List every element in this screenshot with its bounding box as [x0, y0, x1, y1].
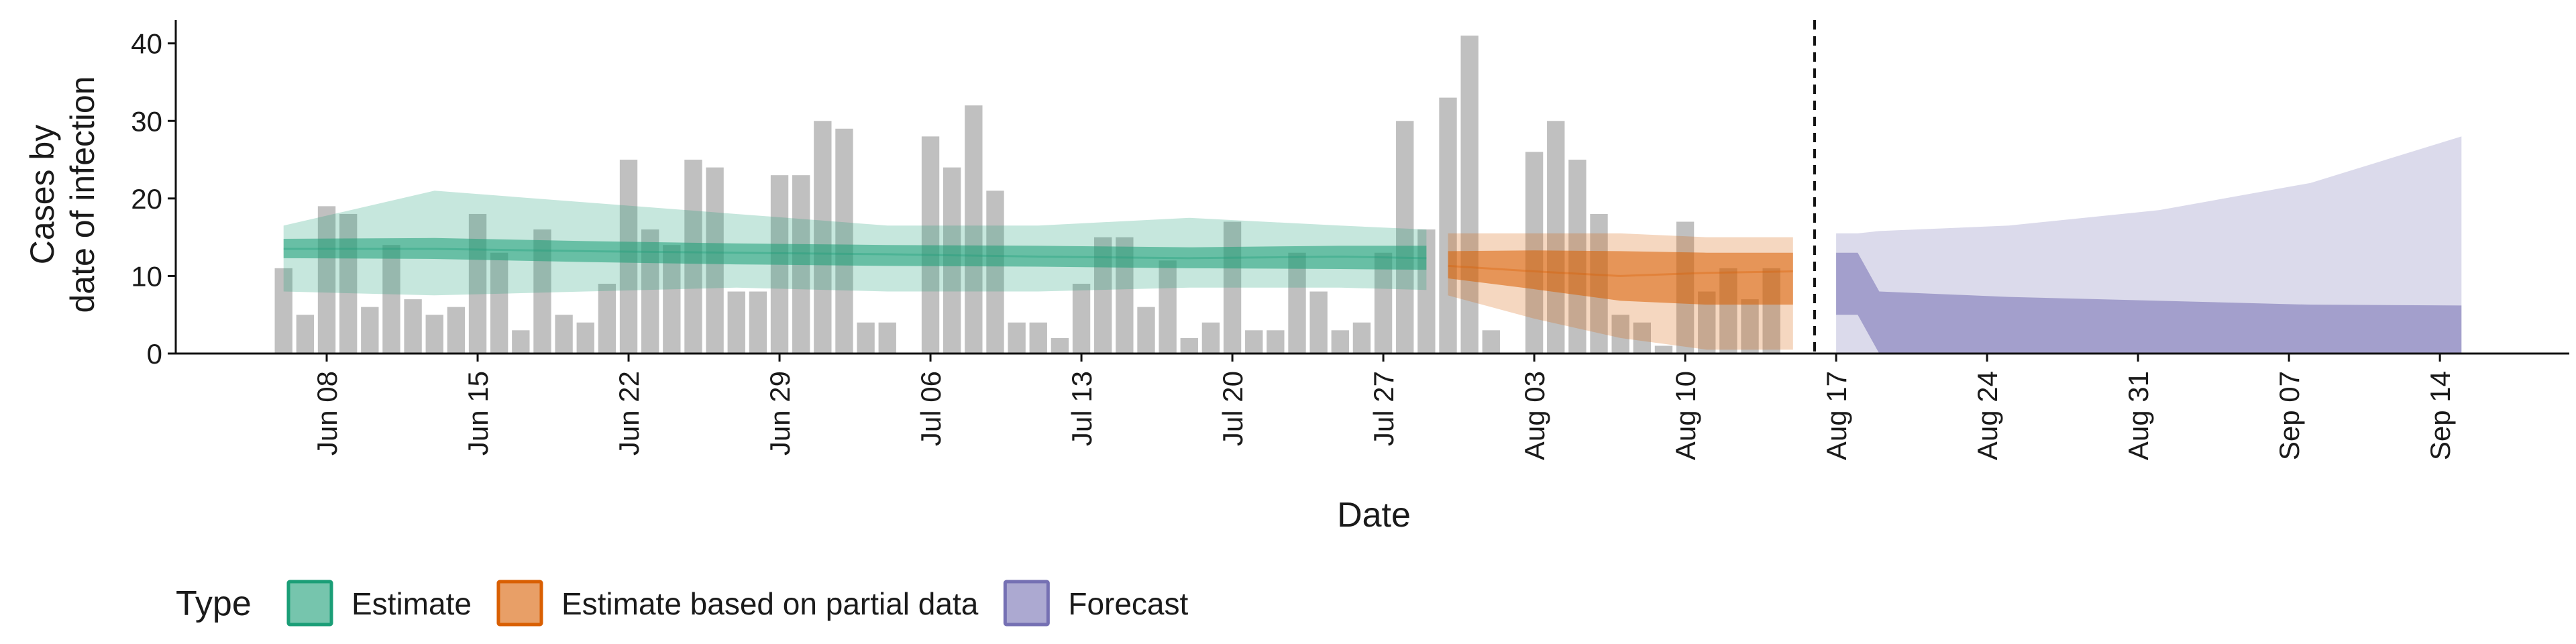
- median-line-partial: [1448, 264, 1793, 277]
- case-bar: [1051, 337, 1069, 354]
- y-tick-label: 20: [131, 183, 162, 215]
- x-tick-label: Jun 29: [764, 371, 796, 455]
- case-bar: [1159, 260, 1177, 354]
- case-bar: [1439, 97, 1457, 354]
- y-axis-label-line-1: Cases by: [23, 125, 61, 264]
- case-bar: [512, 330, 530, 354]
- case-bar: [814, 121, 832, 354]
- legend-label-estimate: Estimate: [352, 586, 472, 621]
- case-bar: [1309, 291, 1328, 354]
- case-bar: [1029, 322, 1047, 354]
- x-tick-label: Sep 14: [2424, 371, 2456, 460]
- case-bar: [1374, 252, 1393, 354]
- x-tick-label: Jul 20: [1217, 371, 1248, 446]
- legend-key-estimate: [286, 580, 333, 627]
- case-bar: [1223, 221, 1242, 354]
- case-bar: [425, 315, 443, 354]
- case-bar: [1396, 121, 1414, 354]
- case-bar: [1288, 252, 1306, 354]
- inner-band-estimate: [283, 237, 1427, 270]
- x-tick-label: Aug 24: [1972, 371, 2003, 460]
- case-bar: [1654, 345, 1673, 354]
- case-bar: [749, 291, 767, 354]
- median-line-estimate: [283, 248, 1427, 260]
- case-bar: [1331, 330, 1349, 354]
- case-bar: [274, 268, 292, 354]
- case-bar: [1180, 337, 1198, 354]
- x-tick-label: Jul 06: [915, 371, 947, 446]
- case-bar: [1267, 330, 1285, 354]
- case-bar: [317, 206, 336, 354]
- case-bar: [1611, 315, 1629, 354]
- legend-label-partial: Estimate based on partial data: [561, 586, 979, 621]
- y-axis-label-line-2: date of infection: [64, 76, 101, 313]
- x-tick-label: Jun 08: [311, 371, 343, 455]
- x-tick-label: Aug 31: [2123, 371, 2154, 460]
- case-bar: [490, 252, 508, 354]
- legend: Type Estimate Estimate based on partial da…: [176, 580, 1189, 627]
- x-tick-label: Aug 17: [1821, 371, 1852, 460]
- x-tick-label: Jul 27: [1368, 371, 1399, 446]
- case-bar: [1482, 330, 1500, 354]
- case-bar: [598, 283, 616, 354]
- case-bar: [576, 322, 594, 354]
- case-bar: [1008, 322, 1026, 354]
- case-bar: [1633, 322, 1651, 354]
- outer-band-estimate: [283, 191, 1427, 296]
- case-bar: [296, 315, 315, 354]
- case-bar: [921, 136, 940, 354]
- legend-label-forecast: Forecast: [1068, 586, 1188, 621]
- case-bar: [1072, 283, 1091, 354]
- x-tick-label: Aug 03: [1519, 371, 1550, 460]
- case-bar: [857, 322, 875, 354]
- case-bar: [1245, 330, 1263, 354]
- case-bar: [468, 213, 487, 354]
- case-bar: [878, 322, 896, 354]
- case-bar: [361, 307, 379, 354]
- case-bar: [447, 307, 466, 354]
- axes-layer: 0 10 20 30 40 Jun 08 Jun 15 Jun 22 Jun 29 Jul 06 J…: [131, 20, 2569, 460]
- case-bar: [1460, 36, 1479, 354]
- x-tick-label: Sep 07: [2273, 371, 2305, 460]
- y-axis-label: Cases by date of infection: [23, 76, 101, 313]
- case-bar: [835, 128, 853, 354]
- x-tick-label: Aug 10: [1670, 371, 1701, 460]
- legend-key-partial: [496, 580, 543, 627]
- y-tick-label: 0: [147, 338, 162, 370]
- y-tick-label: 30: [131, 105, 162, 137]
- case-bar: [965, 105, 983, 354]
- bands-layer: [283, 136, 2462, 354]
- case-bar: [1201, 322, 1220, 354]
- legend-title: Type: [176, 584, 252, 623]
- x-axis-label: Date: [1337, 496, 1411, 535]
- inner-band-partial: [1448, 250, 1793, 305]
- case-bar: [727, 291, 745, 354]
- case-bar: [1741, 299, 1759, 354]
- case-bar: [382, 245, 400, 354]
- y-tick-label: 10: [131, 260, 162, 292]
- legend-key-forecast: [1003, 580, 1050, 627]
- y-tick-label: 40: [131, 28, 162, 60]
- x-tick-label: Jun 22: [613, 371, 645, 455]
- x-tick-label: Jul 13: [1066, 371, 1097, 446]
- case-bar: [1137, 307, 1155, 354]
- inner-band-forecast: [1836, 252, 2462, 354]
- case-bar: [555, 315, 573, 354]
- case-bar: [986, 191, 1004, 354]
- x-tick-label: Jun 15: [462, 371, 494, 455]
- case-bar: [1352, 322, 1371, 354]
- case-bar: [339, 213, 358, 354]
- case-bar: [404, 299, 422, 354]
- case-bar: [1547, 121, 1565, 354]
